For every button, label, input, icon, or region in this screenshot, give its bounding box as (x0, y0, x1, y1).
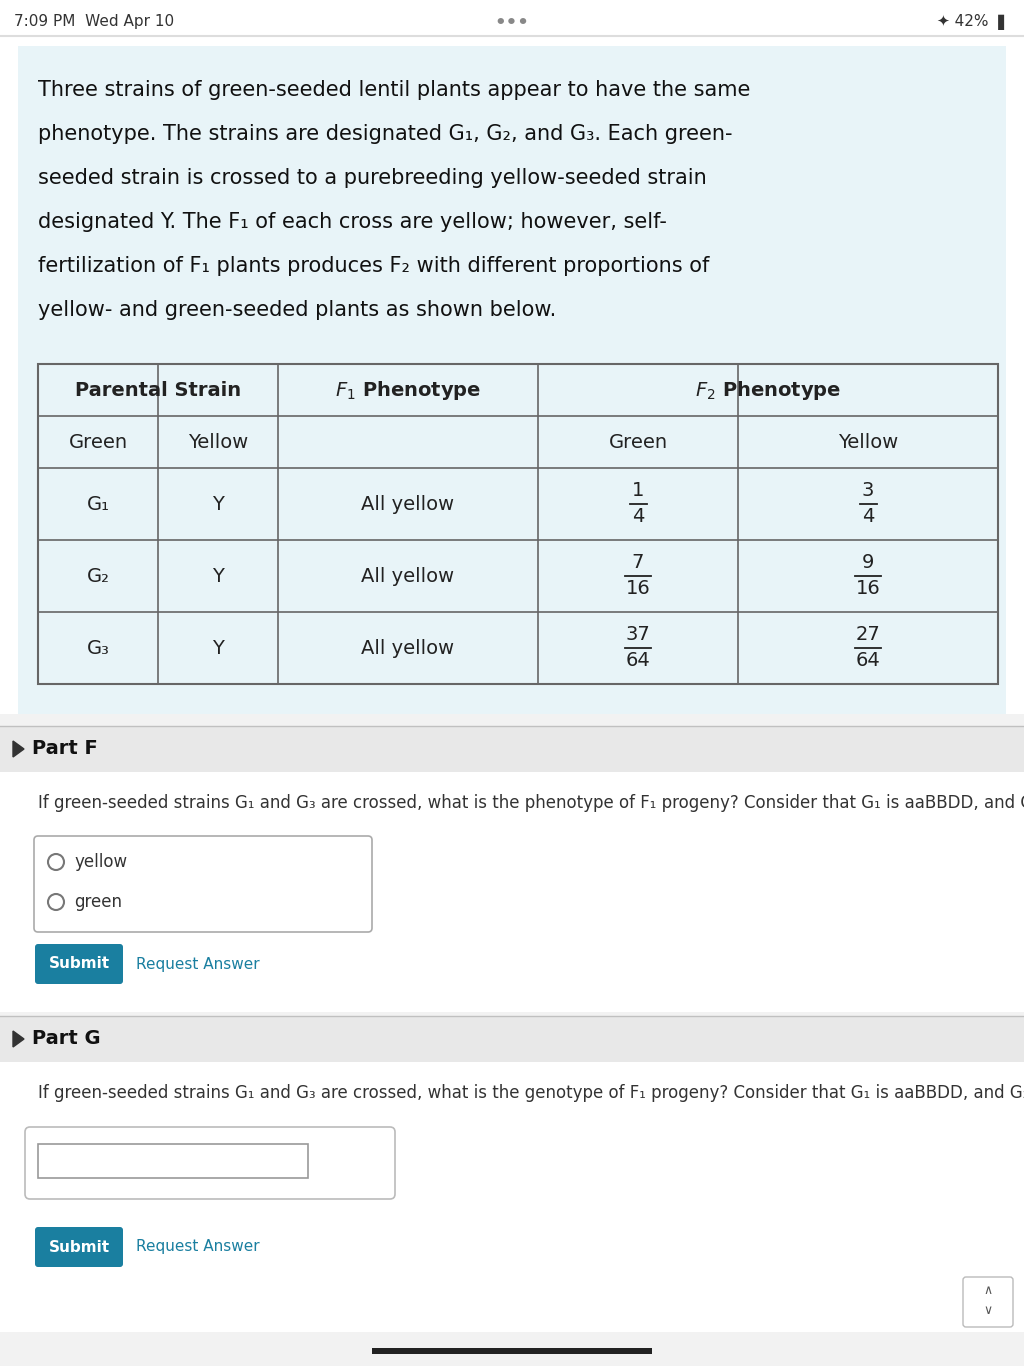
Bar (38, 1143, 308, 1177)
Text: All yellow: All yellow (361, 638, 455, 657)
Polygon shape (13, 740, 24, 757)
Text: 7:09 PM  Wed Apr 10: 7:09 PM Wed Apr 10 (14, 14, 174, 29)
Text: If green-seeded strains G₁ and G₃ are crossed, what is the genotype of F₁ progen: If green-seeded strains G₁ and G₃ are cr… (38, 1085, 1024, 1102)
Text: Yellow: Yellow (187, 433, 248, 452)
Text: •••: ••• (495, 14, 529, 31)
Text: 16: 16 (626, 579, 650, 598)
Text: $F_2$ Phenotype: $F_2$ Phenotype (695, 378, 841, 402)
Text: G₂: G₂ (86, 567, 110, 586)
Bar (38, 363, 998, 684)
Text: 7: 7 (632, 553, 644, 572)
Text: ✦ 42%  ▌: ✦ 42% ▌ (937, 14, 1010, 30)
FancyBboxPatch shape (35, 1227, 123, 1268)
Bar (0, 1061, 1024, 1332)
Text: All yellow: All yellow (361, 494, 455, 514)
Text: 64: 64 (856, 652, 881, 671)
FancyBboxPatch shape (963, 1277, 1013, 1326)
FancyBboxPatch shape (34, 836, 372, 932)
Text: phenotype. The strains are designated G₁, G₂, and G₃. Each green-: phenotype. The strains are designated G₁… (38, 124, 732, 143)
Bar (0, 1016, 1024, 1061)
Text: $F_1$ Phenotype: $F_1$ Phenotype (335, 378, 481, 402)
Text: Green: Green (608, 433, 668, 452)
Text: If green-seeded strains G₁ and G₃ are crossed, what is the phenotype of F₁ proge: If green-seeded strains G₁ and G₃ are cr… (38, 794, 1024, 811)
Bar (0, 714, 1024, 1366)
Text: Request Answer: Request Answer (136, 956, 260, 971)
Text: 3: 3 (862, 481, 874, 500)
Text: ∨: ∨ (983, 1303, 992, 1317)
Text: seeded strain is crossed to a purebreeding yellow-seeded strain: seeded strain is crossed to a purebreedi… (38, 168, 707, 189)
Text: 37: 37 (626, 626, 650, 645)
Text: Part G: Part G (32, 1030, 100, 1049)
Text: 1: 1 (632, 481, 644, 500)
Text: yellow: yellow (74, 852, 127, 872)
Text: 64: 64 (626, 652, 650, 671)
FancyBboxPatch shape (35, 944, 123, 984)
FancyBboxPatch shape (18, 46, 1006, 714)
Text: yellow- and green-seeded plants as shown below.: yellow- and green-seeded plants as shown… (38, 301, 556, 320)
Text: Green: Green (69, 433, 128, 452)
Text: 4: 4 (632, 508, 644, 526)
Text: All yellow: All yellow (361, 567, 455, 586)
Text: Part F: Part F (32, 739, 97, 758)
Text: Y: Y (212, 494, 224, 514)
Bar (0, 772, 1024, 1012)
Text: G₁: G₁ (86, 494, 110, 514)
Text: Parental Strain: Parental Strain (75, 381, 241, 399)
Text: Yellow: Yellow (838, 433, 898, 452)
Polygon shape (13, 1031, 24, 1046)
Bar (0, 725, 1024, 772)
Text: Submit: Submit (48, 1239, 110, 1254)
Text: designated Y. The F₁ of each cross are yellow; however, self-: designated Y. The F₁ of each cross are y… (38, 212, 667, 232)
Bar (372, 1348, 652, 1354)
Text: Request Answer: Request Answer (136, 1239, 260, 1254)
Text: Three strains of green-seeded lentil plants appear to have the same: Three strains of green-seeded lentil pla… (38, 81, 751, 100)
Text: 4: 4 (862, 508, 874, 526)
FancyBboxPatch shape (25, 1127, 395, 1199)
Text: 16: 16 (856, 579, 881, 598)
Text: ∧: ∧ (983, 1284, 992, 1298)
Text: Y: Y (212, 638, 224, 657)
Text: Y: Y (212, 567, 224, 586)
Text: 9: 9 (862, 553, 874, 572)
Text: fertilization of F₁ plants produces F₂ with different proportions of: fertilization of F₁ plants produces F₂ w… (38, 255, 710, 276)
Text: G₃: G₃ (87, 638, 110, 657)
Text: 27: 27 (856, 626, 881, 645)
Text: Submit: Submit (48, 956, 110, 971)
Text: green: green (74, 893, 122, 911)
